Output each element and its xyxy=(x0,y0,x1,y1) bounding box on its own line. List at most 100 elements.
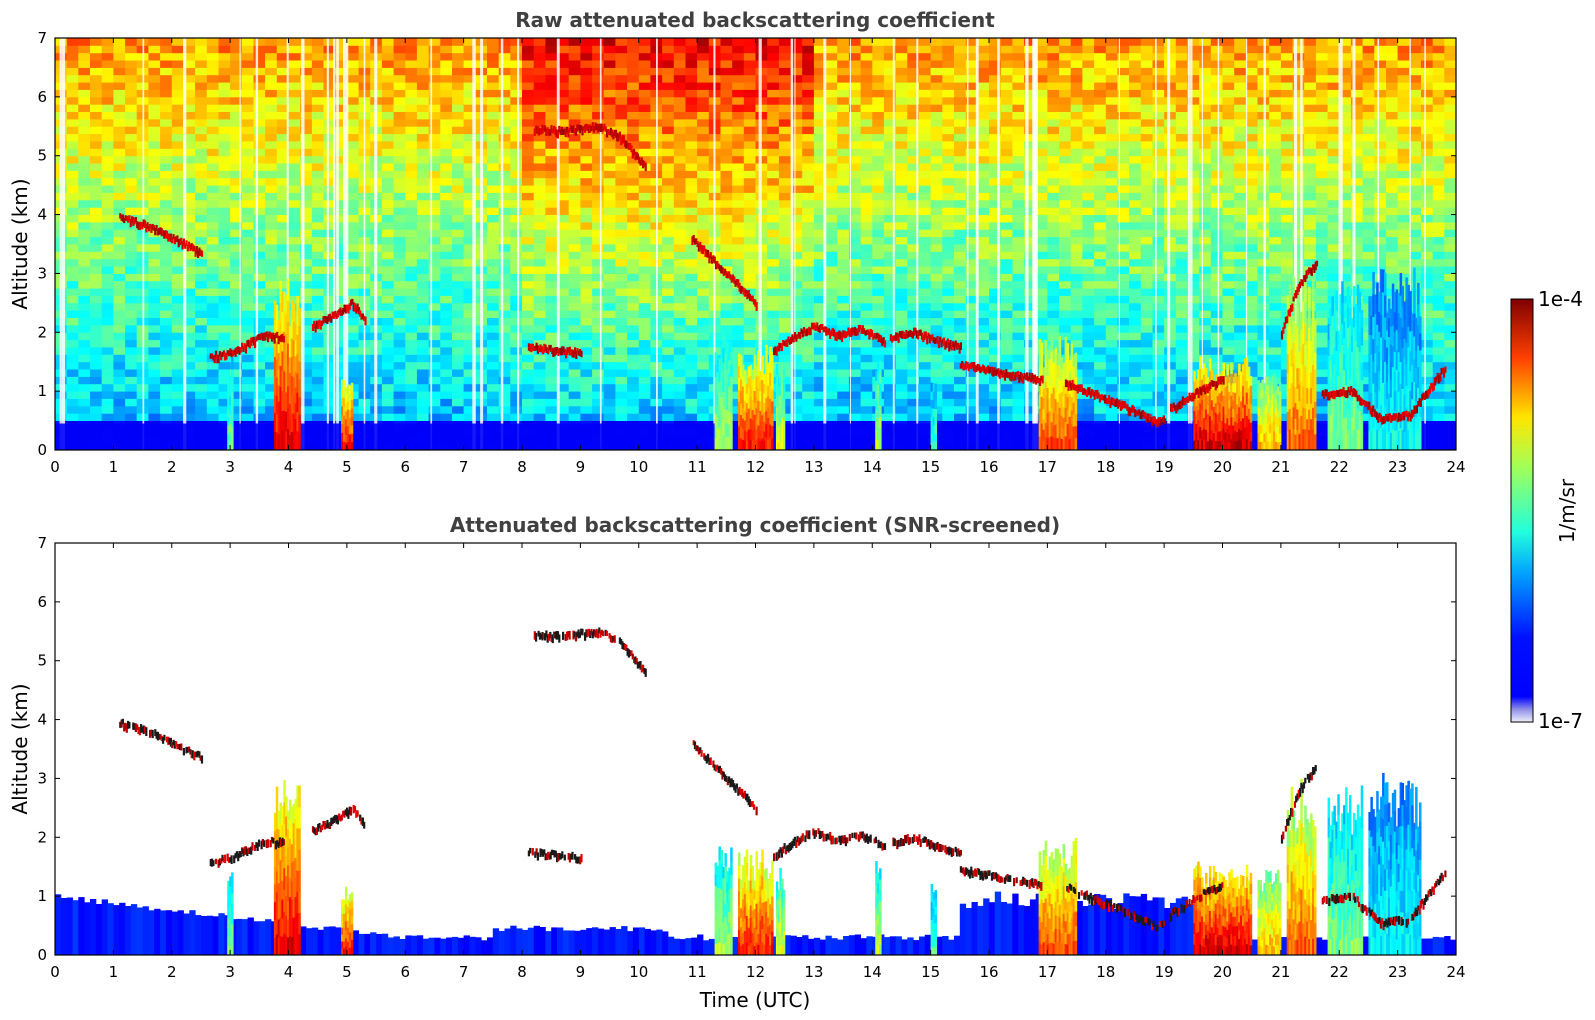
noise-cell xyxy=(66,376,79,385)
noise-cell xyxy=(1082,45,1095,54)
noise-cell xyxy=(954,177,967,186)
noise-cell xyxy=(954,244,967,252)
noise-cell xyxy=(919,126,932,135)
noise-cell xyxy=(300,199,313,208)
noise-cell xyxy=(300,118,313,127)
noise-cell xyxy=(545,214,558,223)
noise-cell xyxy=(872,148,885,157)
noise-cell xyxy=(895,347,908,355)
noise-cell xyxy=(895,251,908,260)
noise-cell xyxy=(965,391,978,399)
noise-cell xyxy=(206,405,219,414)
noise-cell xyxy=(183,221,196,230)
noise-cell xyxy=(895,229,908,238)
noise-cell xyxy=(732,273,745,282)
noise-cell xyxy=(335,177,348,186)
noise-cell xyxy=(1035,74,1048,83)
noise-cell xyxy=(825,185,838,193)
noise-cell xyxy=(662,155,675,164)
noise-cell xyxy=(790,214,803,223)
noise-cell xyxy=(580,207,593,215)
noise-cell xyxy=(627,192,640,201)
noise-cell xyxy=(206,236,219,245)
noise-cell xyxy=(335,324,348,333)
noise-cell xyxy=(300,96,313,105)
noise-cell xyxy=(300,280,313,289)
noise-cell xyxy=(685,251,698,260)
noise-cell xyxy=(790,60,803,68)
noise-cell xyxy=(463,126,476,135)
noise-cell xyxy=(1082,67,1095,76)
noise-cell xyxy=(848,111,861,120)
noise-cell xyxy=(346,104,359,112)
noise-cell xyxy=(895,244,908,252)
noise-cell xyxy=(1070,52,1083,61)
noise-cell xyxy=(603,207,616,215)
noise-cell xyxy=(1047,221,1060,230)
noise-cell xyxy=(125,45,138,54)
noise-cell xyxy=(510,221,523,230)
noise-cell xyxy=(557,354,570,363)
noise-cell xyxy=(778,155,791,164)
noise-cell xyxy=(253,244,266,252)
noise-cell xyxy=(580,118,593,127)
noise-cell xyxy=(1024,192,1037,201)
noise-cell xyxy=(498,391,511,399)
noise-cell xyxy=(883,398,896,407)
noise-cell xyxy=(615,118,628,127)
noise-cell xyxy=(767,199,780,208)
noise-cell xyxy=(487,111,500,120)
noise-cell xyxy=(148,317,161,326)
noise-cell xyxy=(276,207,289,215)
noise-cell xyxy=(428,104,441,112)
noise-cell xyxy=(895,199,908,208)
noise-cell xyxy=(790,369,803,377)
noise-cell xyxy=(1012,251,1025,260)
noise-cell xyxy=(533,391,546,399)
noise-cell xyxy=(265,126,278,135)
noise-cell xyxy=(346,221,359,230)
noise-cell xyxy=(300,207,313,215)
noise-cell xyxy=(977,376,990,385)
noise-cell xyxy=(627,273,640,282)
noise-cell xyxy=(802,89,815,98)
noise-cell xyxy=(416,126,429,135)
noise-cell xyxy=(346,148,359,157)
noise-cell xyxy=(895,369,908,377)
noise-cell xyxy=(989,376,1002,385)
noise-cell xyxy=(580,126,593,135)
noise-cell xyxy=(323,141,336,149)
noise-cell xyxy=(720,332,733,341)
noise-cell xyxy=(930,199,943,208)
noise-cell xyxy=(1024,324,1037,333)
noise-cell xyxy=(778,266,791,274)
noise-cell xyxy=(1082,273,1095,282)
noise-cell xyxy=(627,280,640,289)
noise-cell xyxy=(265,74,278,83)
noise-cell xyxy=(1082,324,1095,333)
noise-cell xyxy=(183,163,196,171)
noise-cell xyxy=(66,60,79,68)
noise-cell xyxy=(802,141,815,149)
noise-cell xyxy=(335,67,348,76)
noise-cell xyxy=(1059,273,1072,282)
noise-cell xyxy=(638,273,651,282)
noise-cell xyxy=(883,207,896,215)
noise-cell xyxy=(837,45,850,54)
noise-cell xyxy=(860,207,873,215)
noise-cell xyxy=(113,280,126,289)
noise-cell xyxy=(498,52,511,61)
noise-cell xyxy=(498,82,511,90)
noise-cell xyxy=(802,258,815,267)
noise-cell xyxy=(1070,229,1083,238)
noise-cell xyxy=(778,38,791,46)
noise-cell xyxy=(416,104,429,112)
noise-cell xyxy=(498,155,511,164)
noise-cell xyxy=(720,170,733,179)
noise-cell xyxy=(90,280,103,289)
noise-cell xyxy=(592,118,605,127)
noise-cell xyxy=(230,170,243,179)
noise-cell xyxy=(1024,38,1037,46)
noise-cell xyxy=(498,38,511,46)
noise-cell xyxy=(323,413,336,421)
